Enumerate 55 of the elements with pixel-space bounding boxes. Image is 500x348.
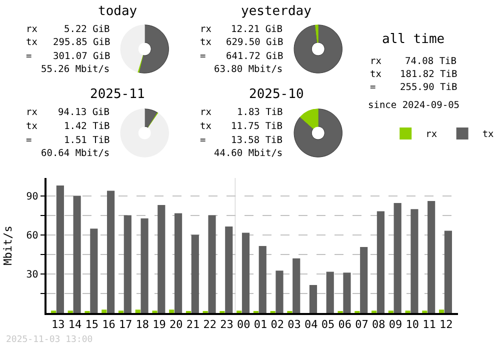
- y-tick-label: 30: [26, 270, 38, 281]
- legend-label: rx: [426, 129, 438, 140]
- text: tx 1.42 TiB: [26, 121, 110, 132]
- x-tick-label: 07: [355, 318, 368, 332]
- y-tick-label: 90: [26, 192, 38, 203]
- text: 44.60 Mbit/s: [214, 148, 283, 159]
- text: = 13.58 TiB: [200, 135, 282, 146]
- x-tick-label: 14: [68, 318, 82, 332]
- x-tick-label: 12: [439, 318, 453, 332]
- chart-title: today: [98, 4, 138, 19]
- x-tick-label: 11: [422, 318, 436, 332]
- text: all time: [382, 32, 445, 47]
- x-tick-label: 08: [372, 318, 386, 332]
- x-tick-label: 19: [152, 318, 166, 332]
- text: rx 1.83 TiB: [200, 107, 283, 118]
- text: rx 74.08 TiB: [370, 56, 456, 67]
- x-tick-label: 00: [237, 318, 250, 332]
- x-tick-label: 10: [406, 318, 419, 332]
- x-tick-label: 23: [220, 318, 234, 332]
- text: rx 12.21 GiB: [200, 24, 282, 35]
- text: rx 94.13 GiB: [26, 107, 110, 118]
- x-tick-label: 01: [254, 318, 268, 332]
- legend-label: tx: [482, 129, 494, 140]
- x-tick-label: 17: [118, 318, 132, 332]
- text: 63.80 Mbit/s: [214, 64, 283, 75]
- text: = 641.72 GiB: [200, 51, 284, 62]
- text: since 2024-09-05: [368, 100, 460, 111]
- x-tick-label: 16: [102, 318, 116, 332]
- text: rx 5.22 GiB: [26, 24, 110, 35]
- chart-title: 2025-10: [249, 87, 304, 102]
- x-tick-label: 05: [321, 318, 335, 332]
- text: 55.26 Mbit/s: [41, 64, 110, 75]
- text: = 1.51 TiB: [26, 135, 110, 146]
- x-tick-label: 21: [186, 318, 200, 332]
- y-axis-title: Mbit/s: [1, 226, 14, 266]
- text: = 255.90 TiB: [370, 82, 458, 93]
- text: tx 629.50 GiB: [200, 37, 284, 48]
- x-tick-label: 03: [288, 318, 301, 332]
- x-tick-label: 02: [270, 318, 284, 332]
- x-tick-label: 13: [51, 318, 65, 332]
- x-tick-label: 09: [388, 318, 402, 332]
- x-tick-label: 04: [304, 318, 318, 332]
- x-tick-label: 18: [136, 318, 150, 332]
- text: tx 11.75 TiB: [200, 121, 282, 132]
- x-tick-label: 20: [170, 318, 183, 332]
- y-tick-label: 60: [26, 230, 38, 242]
- x-tick-label: 15: [85, 318, 98, 332]
- text: tx 295.85 GiB: [26, 37, 110, 48]
- text: 60.64 Mbit/s: [41, 148, 110, 159]
- text: tx 181.82 TiB: [370, 69, 458, 80]
- x-tick-label: 22: [203, 318, 217, 332]
- text: = 301.07 GiB: [26, 51, 110, 62]
- chart-title: 2025-11: [90, 87, 145, 102]
- x-tick-label: 06: [338, 318, 352, 332]
- chart-title: yesterday: [241, 4, 312, 19]
